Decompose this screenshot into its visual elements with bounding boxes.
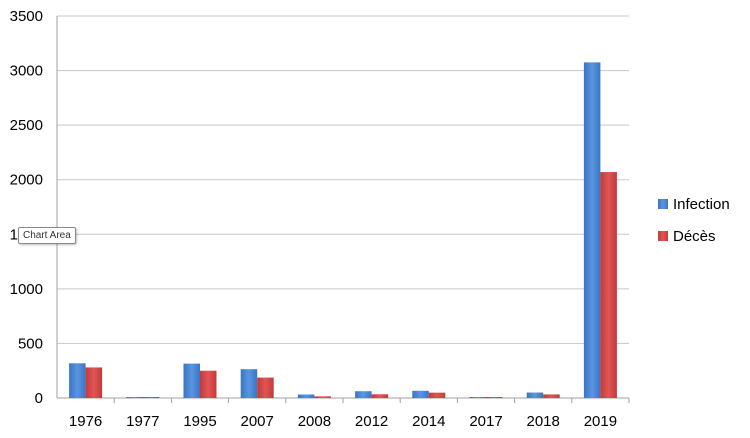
- bar-deces-2018: [543, 394, 560, 398]
- x-tick-label: 2007: [241, 413, 274, 430]
- x-tick-label: 1977: [126, 413, 159, 430]
- y-tick-label: 0: [35, 390, 43, 407]
- gridlines: [57, 15, 629, 344]
- legend-label-infection: Infection: [673, 196, 730, 213]
- y-tick-label: 3000: [10, 63, 43, 80]
- bar-infection-2014: [412, 390, 429, 398]
- x-tick-label: 2012: [355, 413, 388, 430]
- y-tick-label: 3500: [10, 8, 43, 25]
- bar-deces-1976: [85, 367, 103, 398]
- bar-infection-2018: [526, 392, 544, 398]
- bar-infection-2007: [240, 369, 258, 398]
- legend: Infection Décès: [658, 196, 730, 245]
- bar-infection-2008: [297, 394, 315, 398]
- x-tick-label: 2019: [584, 413, 617, 430]
- bar-infection-2019: [583, 62, 601, 399]
- bar-deces-1995: [200, 370, 217, 398]
- x-tick-label: 1995: [183, 413, 216, 430]
- bars: [69, 62, 617, 399]
- bar-deces-2017: [486, 397, 503, 398]
- x-tick-label: 2018: [527, 413, 560, 430]
- bar-infection-1995: [183, 363, 200, 398]
- y-axis-tick-labels: 0500100015002000250030003500: [10, 8, 43, 407]
- bar-deces-1977: [142, 397, 160, 398]
- x-axis-tick-labels: 1976 1977 1995 2007 2008 2012 2014 2017 2018 2019: [69, 413, 617, 430]
- y-tick-label: 1000: [10, 281, 43, 298]
- x-tick-label: 2008: [298, 413, 331, 430]
- y-tick-label: 500: [18, 335, 43, 352]
- bar-deces-2019: [600, 172, 617, 398]
- bar-deces-2008: [314, 396, 331, 398]
- axes: [56, 16, 630, 403]
- y-tick-label: 2000: [10, 172, 43, 189]
- x-tick-label: 2017: [469, 413, 502, 430]
- x-tick-label: 2014: [412, 413, 445, 430]
- chart-area-tooltip: Chart Area: [18, 227, 76, 244]
- bar-infection-2017: [469, 397, 486, 398]
- bar-infection-1977: [126, 397, 143, 398]
- bar-deces-2014: [428, 392, 446, 398]
- legend-swatch-deces: [658, 231, 668, 241]
- legend-label-deces: Décès: [673, 228, 716, 245]
- y-tick-label: 2500: [10, 117, 43, 134]
- bar-infection-1976: [69, 363, 86, 398]
- bar-deces-2007: [257, 377, 274, 398]
- legend-swatch-infection: [658, 199, 668, 209]
- x-tick-label: 1976: [69, 413, 102, 430]
- bar-deces-2012: [371, 394, 389, 398]
- bar-infection-2012: [355, 391, 372, 398]
